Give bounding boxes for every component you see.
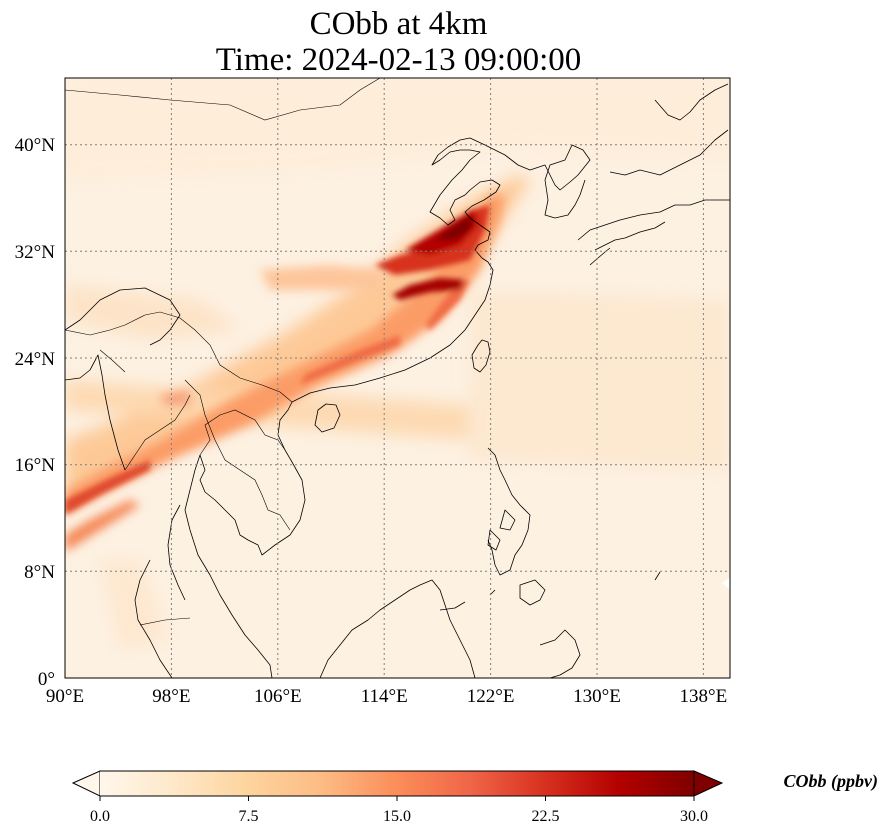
colorbar-tick-label: 30.0 — [680, 808, 708, 825]
colorbar-tick-label: 0.0 — [90, 808, 110, 825]
lat-tick-label: 40°N — [15, 135, 56, 156]
lon-tick-label: 106°E — [254, 686, 302, 707]
lon-tick-label: 98°E — [152, 686, 190, 707]
lat-tick-label: 8°N — [24, 562, 55, 583]
lon-tick-label: 114°E — [361, 686, 408, 707]
lat-tick-label: 24°N — [15, 349, 56, 370]
colorbar: 0.0 7.5 15.0 22.5 30.0 CObb (ppbv) — [71, 770, 878, 825]
country-borders — [65, 78, 381, 626]
colorbar-tick-label: 7.5 — [239, 808, 259, 825]
lat-tick-label: 0° — [38, 669, 55, 690]
lon-tick-label: 138°E — [680, 686, 728, 707]
colorbar-label: CObb (ppbv) — [784, 771, 878, 792]
colorbar-min-extend — [71, 770, 101, 797]
map-frame — [64, 77, 731, 679]
gridlines — [65, 78, 730, 678]
map-time: Time: 2024-02-13 09:00:00 — [215, 42, 582, 78]
map-title: CObb at 4km — [309, 6, 488, 42]
lon-tick-label: 90°E — [46, 686, 84, 707]
lat-tick-label: 32°N — [15, 242, 56, 263]
lon-axis: 90°E 98°E 106°E 114°E 122°E 130°E 138°E — [46, 686, 727, 707]
colorbar-max-extend — [693, 770, 724, 797]
colorbar-tick-label: 15.0 — [383, 808, 411, 825]
concentration-field — [65, 78, 730, 678]
lat-axis: 0° 8°N 16°N 24°N 32°N 40°N — [15, 135, 56, 690]
colorbar-tick-label: 22.5 — [532, 808, 560, 825]
lat-tick-label: 16°N — [15, 455, 56, 476]
lon-tick-label: 130°E — [573, 686, 621, 707]
coastlines — [65, 83, 730, 678]
lon-tick-label: 122°E — [467, 686, 515, 707]
colorbar-gradient — [100, 771, 694, 796]
